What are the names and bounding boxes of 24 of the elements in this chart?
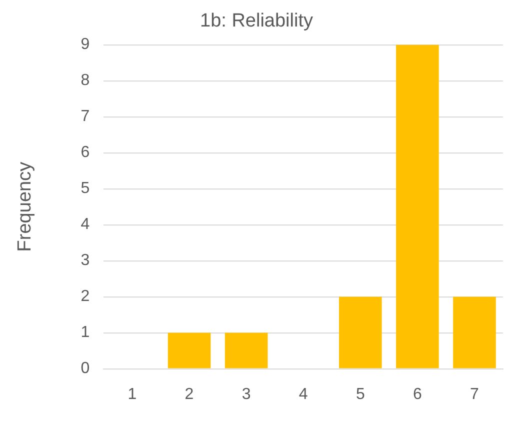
- y-tick-label: 0: [80, 360, 90, 378]
- y-tick-label: 2: [80, 288, 90, 306]
- y-tick-label: 7: [80, 108, 90, 126]
- bar: [396, 44, 439, 368]
- y-tick-label: 1: [80, 324, 90, 342]
- y-axis-title: Frequency: [14, 161, 36, 252]
- x-tick-label: 2: [184, 386, 194, 403]
- bar: [453, 296, 496, 368]
- y-tick-label: 6: [80, 144, 90, 162]
- x-tick-label: 7: [470, 386, 480, 403]
- y-tick-label: 5: [80, 180, 90, 198]
- y-tick-label: 8: [80, 72, 90, 90]
- y-tick-label: 4: [80, 216, 90, 234]
- x-tick-label: 6: [412, 386, 422, 403]
- x-tick-label: 1: [128, 386, 137, 403]
- x-tick-label: 4: [298, 386, 308, 403]
- x-tick-label: 3: [242, 386, 251, 403]
- y-tick-label: 9: [80, 36, 90, 54]
- chart-title: 1b: Reliability: [200, 10, 314, 32]
- bar: [168, 332, 211, 368]
- bar: [224, 332, 268, 368]
- x-tick-label: 5: [356, 386, 365, 403]
- bar: [339, 296, 382, 368]
- y-tick-label: 3: [80, 252, 90, 270]
